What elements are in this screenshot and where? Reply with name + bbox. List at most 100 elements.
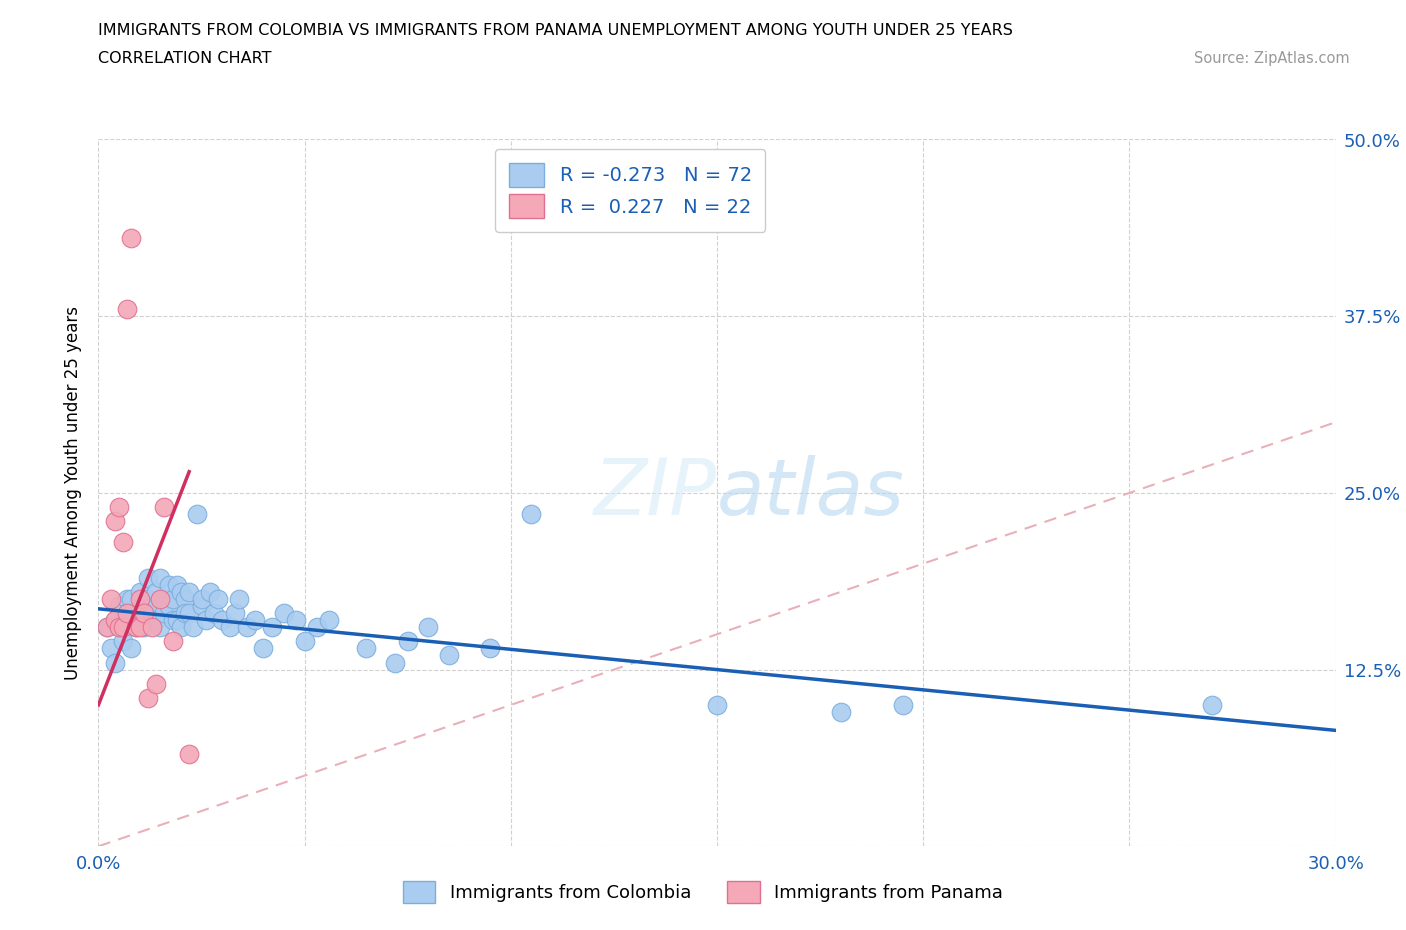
Point <box>273 605 295 620</box>
Point <box>179 605 201 620</box>
Point <box>162 591 184 606</box>
Point <box>96 619 118 634</box>
Legend: Immigrants from Colombia, Immigrants from Panama: Immigrants from Colombia, Immigrants fro… <box>394 871 1012 911</box>
Point <box>145 676 167 691</box>
Point <box>108 619 131 634</box>
Point <box>104 655 127 670</box>
Point <box>108 599 131 614</box>
Point <box>120 591 142 606</box>
Point <box>124 619 146 634</box>
Point <box>117 591 139 606</box>
Point <box>153 499 176 514</box>
Point <box>149 619 172 634</box>
Y-axis label: Unemployment Among Youth under 25 years: Unemployment Among Youth under 25 years <box>65 306 83 680</box>
Point <box>179 747 201 762</box>
Point <box>202 605 225 620</box>
Point <box>145 613 167 628</box>
Point <box>236 619 259 634</box>
Point <box>100 591 122 606</box>
Text: atlas: atlas <box>717 455 905 531</box>
Point <box>117 605 139 620</box>
Point <box>104 613 127 628</box>
Point <box>211 613 233 628</box>
Point <box>132 619 155 634</box>
Point <box>112 619 135 634</box>
Point <box>706 698 728 712</box>
Point <box>166 613 188 628</box>
Point <box>145 584 167 599</box>
Text: ZIP: ZIP <box>595 455 717 531</box>
Point <box>174 605 197 620</box>
Point <box>181 619 204 634</box>
Point <box>294 634 316 649</box>
Point <box>124 619 146 634</box>
Point <box>260 619 283 634</box>
Point <box>830 705 852 720</box>
Point <box>128 619 150 634</box>
Point <box>224 605 246 620</box>
Point <box>100 641 122 656</box>
Point <box>108 619 131 634</box>
Point <box>479 641 502 656</box>
Point <box>104 613 127 628</box>
Point <box>520 507 543 522</box>
Point <box>243 613 266 628</box>
Point <box>120 231 142 246</box>
Point <box>190 599 212 614</box>
Point <box>141 619 163 634</box>
Point <box>117 605 139 620</box>
Text: CORRELATION CHART: CORRELATION CHART <box>98 51 271 66</box>
Point <box>136 690 159 705</box>
Point <box>96 619 118 634</box>
Point <box>219 619 242 634</box>
Point <box>128 605 150 620</box>
Point <box>157 578 180 592</box>
Point <box>136 570 159 585</box>
Point <box>149 591 172 606</box>
Point <box>170 619 193 634</box>
Point <box>186 507 208 522</box>
Point <box>141 599 163 614</box>
Point <box>108 499 131 514</box>
Point <box>198 584 221 599</box>
Point <box>396 634 419 649</box>
Point <box>418 619 440 634</box>
Point <box>356 641 378 656</box>
Point <box>891 698 914 712</box>
Text: IMMIGRANTS FROM COLOMBIA VS IMMIGRANTS FROM PANAMA UNEMPLOYMENT AMONG YOUTH UNDE: IMMIGRANTS FROM COLOMBIA VS IMMIGRANTS F… <box>98 23 1014 38</box>
Point <box>117 301 139 316</box>
Point <box>318 613 340 628</box>
Point <box>153 591 176 606</box>
Point <box>252 641 274 656</box>
Point <box>166 578 188 592</box>
Point <box>124 613 146 628</box>
Point <box>157 599 180 614</box>
Point <box>132 605 155 620</box>
Point <box>179 584 201 599</box>
Point <box>112 634 135 649</box>
Point <box>437 648 460 663</box>
Point <box>128 591 150 606</box>
Point <box>128 584 150 599</box>
Point <box>136 591 159 606</box>
Point <box>132 599 155 614</box>
Point <box>162 613 184 628</box>
Point <box>149 570 172 585</box>
Point <box>153 605 176 620</box>
Point <box>141 605 163 620</box>
Point <box>1201 698 1223 712</box>
Point <box>104 513 127 528</box>
Point <box>194 613 217 628</box>
Point <box>112 613 135 628</box>
Point <box>228 591 250 606</box>
Point <box>305 619 328 634</box>
Point <box>112 535 135 550</box>
Point <box>120 641 142 656</box>
Point <box>285 613 308 628</box>
Point <box>207 591 229 606</box>
Point <box>174 591 197 606</box>
Point <box>384 655 406 670</box>
Legend: R = -0.273   N = 72, R =  0.227   N = 22: R = -0.273 N = 72, R = 0.227 N = 22 <box>495 149 765 232</box>
Point <box>170 584 193 599</box>
Text: Source: ZipAtlas.com: Source: ZipAtlas.com <box>1194 51 1350 66</box>
